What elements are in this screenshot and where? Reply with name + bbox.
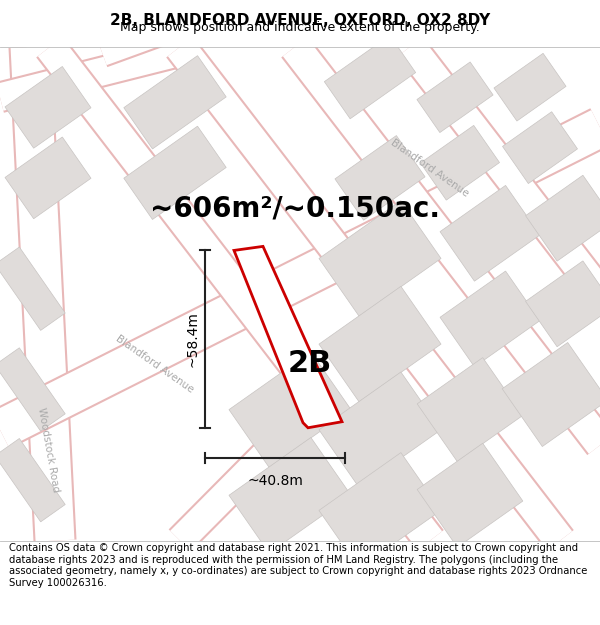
Polygon shape — [526, 261, 600, 347]
Polygon shape — [5, 66, 91, 148]
Polygon shape — [440, 271, 540, 367]
Polygon shape — [502, 342, 600, 446]
Polygon shape — [526, 175, 600, 261]
Polygon shape — [0, 247, 65, 331]
Polygon shape — [229, 352, 351, 468]
Polygon shape — [319, 452, 441, 568]
Polygon shape — [124, 56, 226, 149]
Polygon shape — [417, 443, 523, 548]
Polygon shape — [440, 186, 540, 281]
Text: Woodstock Road: Woodstock Road — [35, 407, 61, 493]
Text: 2B: 2B — [288, 349, 332, 378]
Polygon shape — [319, 372, 441, 488]
Text: Blandford Avenue: Blandford Avenue — [114, 334, 196, 395]
Polygon shape — [5, 137, 91, 219]
Text: ~40.8m: ~40.8m — [247, 474, 303, 488]
Polygon shape — [124, 126, 226, 219]
Polygon shape — [319, 286, 441, 402]
Polygon shape — [0, 439, 65, 522]
Polygon shape — [417, 62, 493, 132]
Polygon shape — [229, 438, 351, 553]
Text: ~606m²/~0.150ac.: ~606m²/~0.150ac. — [150, 194, 440, 222]
Text: ~58.4m: ~58.4m — [185, 311, 199, 367]
Polygon shape — [503, 112, 577, 184]
Text: 2B, BLANDFORD AVENUE, OXFORD, OX2 8DY: 2B, BLANDFORD AVENUE, OXFORD, OX2 8DY — [110, 13, 490, 28]
Polygon shape — [335, 136, 425, 220]
Polygon shape — [0, 348, 65, 431]
Text: Blandford Avenue: Blandford Avenue — [389, 137, 471, 199]
Polygon shape — [421, 126, 500, 200]
Polygon shape — [417, 357, 523, 462]
Polygon shape — [319, 201, 441, 316]
Text: Contains OS data © Crown copyright and database right 2021. This information is : Contains OS data © Crown copyright and d… — [9, 543, 587, 588]
Text: Map shows position and indicative extent of the property.: Map shows position and indicative extent… — [120, 21, 480, 34]
Polygon shape — [325, 36, 416, 119]
Polygon shape — [234, 246, 342, 428]
Polygon shape — [494, 53, 566, 121]
